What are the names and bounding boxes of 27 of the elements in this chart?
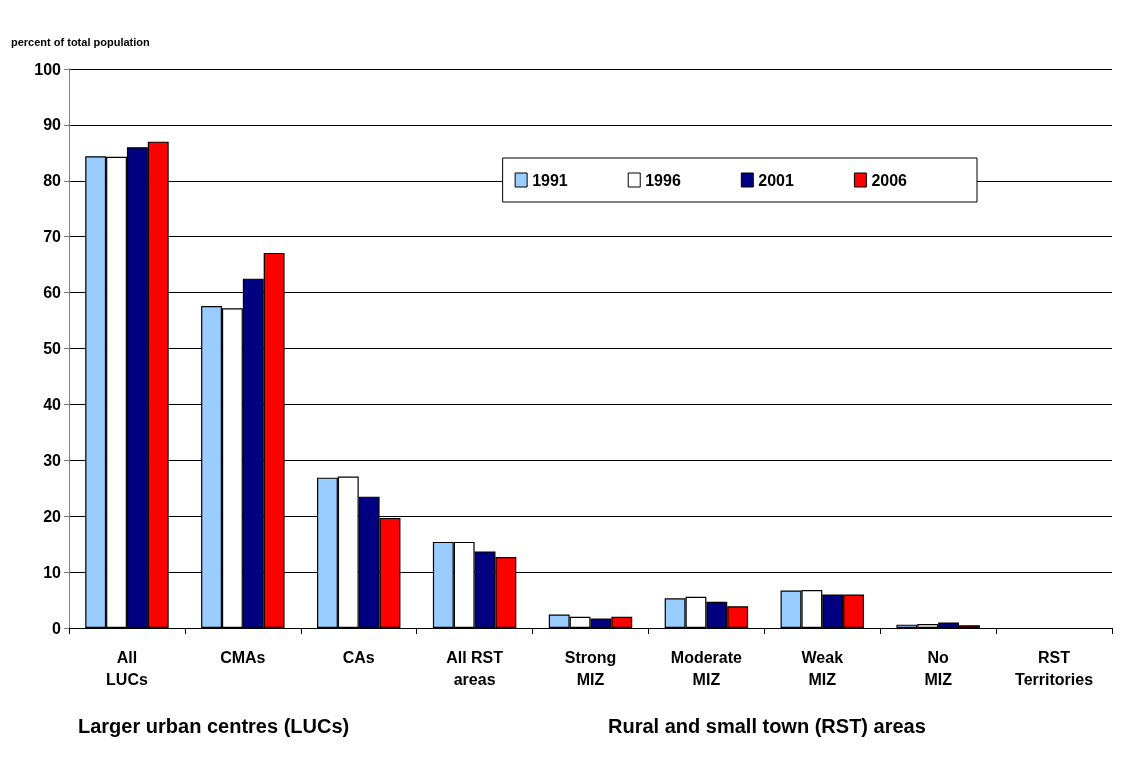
y-tick-label: 80	[43, 172, 62, 190]
y-tick-label: 0	[52, 619, 62, 637]
text: Larger urban centres (LUCs)	[78, 715, 350, 737]
y-tick-label: 90	[43, 116, 62, 134]
x-tick-label: Moderate MIZ	[670, 648, 743, 688]
x-tick-label: No MIZ	[924, 648, 953, 688]
legend-label: 1996	[645, 171, 681, 189]
y-tick-label: 60	[43, 284, 62, 302]
x-tick-label: RST Territories	[1015, 648, 1094, 688]
legend-label: 1991	[532, 171, 568, 189]
y-tick-label: 20	[43, 507, 62, 525]
y-tick-label: 10	[43, 563, 62, 581]
y-tick-label: 50	[43, 340, 62, 357]
y-axis-title: percent of total population	[11, 35, 150, 48]
x-tick-label: Strong MIZ	[564, 648, 617, 688]
legend-label: 2001	[758, 171, 795, 189]
y-tick-label: 70	[43, 228, 62, 246]
text: Rural and small town (RST) areas	[608, 715, 926, 737]
x-tick-label: All RST areas	[446, 648, 504, 688]
y-tick-label: 30	[43, 451, 62, 469]
x-tick-label: Weak MIZ	[801, 648, 844, 688]
legend-label: 2006	[871, 171, 908, 189]
y-tick-label: 40	[43, 395, 62, 413]
x-tick-label: All LUCs	[106, 648, 148, 688]
x-tick-label: CAs	[342, 648, 375, 666]
x-tick-label: CMAs	[220, 648, 266, 666]
y-tick-label: 100	[34, 60, 62, 78]
